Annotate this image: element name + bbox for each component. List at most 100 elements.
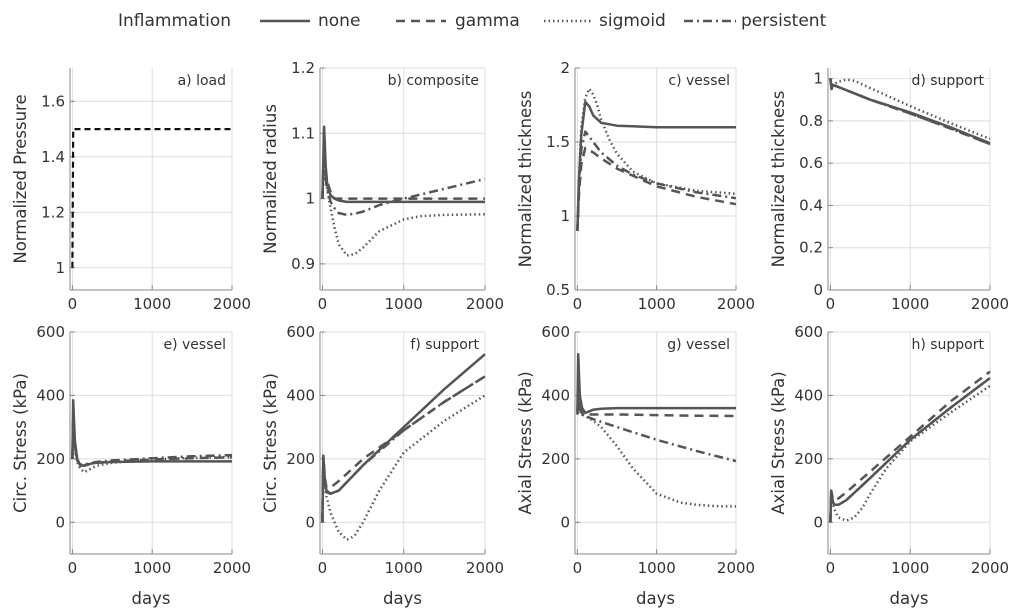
x-tick-label: 2000: [971, 559, 1009, 577]
legend-label-none: none: [318, 11, 360, 31]
x-axis-label: days: [890, 589, 929, 608]
x-axis-label: days: [636, 589, 675, 608]
y-tick-label: 0: [305, 513, 315, 531]
y-tick-label: 600: [286, 323, 315, 341]
y-axis-label: Axial Stress (kPa): [516, 371, 535, 514]
y-axis-label: Normalized thickness: [516, 91, 535, 268]
x-tick-label: 0: [573, 559, 583, 577]
y-tick-label: 1: [813, 70, 823, 88]
legend-label-persistent: persistent: [741, 11, 827, 31]
panel-title: b) composite: [388, 73, 479, 89]
y-tick-label: 1.4: [41, 148, 65, 166]
series-line-persistent: [576, 130, 737, 231]
y-tick-label: 1.1: [291, 124, 315, 142]
y-tick-label: 400: [541, 386, 570, 404]
panel-1: 0 1000 2000 1 1.2 1.4 1.6 Normalized Pressure a)…: [11, 68, 251, 313]
panel-title: a) load: [178, 73, 226, 89]
series-line-persistent: [321, 158, 486, 217]
x-tick-label: 1000: [638, 295, 676, 313]
panel-title: e) vessel: [163, 337, 226, 353]
panel-title: f) support: [410, 337, 479, 353]
y-tick-label: 200: [541, 450, 570, 468]
x-tick-label: 1000: [385, 559, 423, 577]
y-tick-label: 1.2: [291, 59, 315, 77]
x-tick-label: 2000: [717, 559, 755, 577]
panel-3: 0 1000 2000 0.5 1 1.5 2 Normalized thickness c) …: [516, 59, 755, 313]
y-tick-label: 1: [560, 207, 570, 225]
panel-8: 0 1000 2000 0 200 400 600 Axial Stress (kPa) day…: [769, 323, 1009, 608]
x-tick-label: 0: [68, 559, 78, 577]
y-tick-label: 2: [560, 59, 570, 77]
legend-title: Inflammation: [118, 11, 231, 31]
y-tick-label: 600: [794, 323, 823, 341]
x-axis-label: days: [132, 589, 171, 608]
panel-title: d) support: [911, 73, 984, 89]
panel-title: c) vessel: [668, 73, 730, 89]
panel-7: 0 1000 2000 0 200 400 600 Axial Stress (kPa) day…: [516, 323, 755, 608]
y-tick-label: 1: [55, 259, 65, 277]
y-tick-label: 0.5: [546, 281, 570, 299]
x-tick-label: 2000: [213, 295, 251, 313]
x-axis-label: days: [383, 589, 422, 608]
y-axis-label: Normalized Pressure: [11, 94, 30, 263]
y-tick-label: 0.8: [799, 112, 823, 130]
x-tick-label: 1000: [133, 559, 171, 577]
panel-title: h) support: [911, 337, 984, 353]
y-tick-label: 200: [286, 450, 315, 468]
y-tick-label: 0: [55, 513, 65, 531]
series-line-gamma: [321, 145, 485, 200]
x-tick-label: 1000: [891, 559, 929, 577]
x-tick-label: 1000: [638, 559, 676, 577]
y-axis-label: Normalized radius: [261, 104, 280, 254]
panel-5: 0 1000 2000 0 200 400 600 Circ. Stress (kPa) day…: [11, 323, 251, 608]
y-tick-label: 400: [794, 386, 823, 404]
panel-4: 0 1000 2000 0 0.2 0.4 0.6 0.8 1 Normalized thickn…: [769, 68, 1009, 313]
x-tick-label: 1000: [385, 295, 423, 313]
x-tick-label: 1000: [133, 295, 171, 313]
x-tick-label: 2000: [466, 559, 504, 577]
panel-6: 0 1000 2000 0 200 400 600 Circ. Stress (kPa) day…: [261, 323, 504, 608]
y-tick-label: 1.5: [546, 133, 570, 151]
x-tick-label: 2000: [717, 295, 755, 313]
x-tick-label: 0: [318, 559, 328, 577]
x-tick-label: 2000: [466, 295, 504, 313]
x-tick-label: 0: [826, 559, 836, 577]
series-line-persistent: [829, 377, 991, 523]
x-tick-label: 0: [68, 295, 78, 313]
series-line-sigmoid: [576, 87, 737, 231]
series-line-persistent: [576, 397, 737, 463]
series-line-none: [576, 100, 736, 231]
y-tick-label: 0.2: [799, 239, 823, 257]
x-tick-label: 2000: [971, 295, 1009, 313]
legend-label-gamma: gamma: [455, 11, 520, 31]
y-tick-label: 1: [305, 190, 315, 208]
series-line-none: [576, 352, 736, 415]
x-tick-label: 2000: [213, 559, 251, 577]
y-tick-label: 1.2: [41, 203, 65, 221]
legend: Inflammation none gamma sigmoid persiste…: [118, 11, 827, 31]
series-line-persistent: [321, 375, 486, 523]
panel-title: g) vessel: [667, 337, 730, 353]
y-tick-label: 200: [36, 450, 65, 468]
y-tick-label: 400: [36, 386, 65, 404]
y-axis-label: Axial Stress (kPa): [769, 371, 788, 514]
legend-label-sigmoid: sigmoid: [599, 11, 666, 31]
y-tick-label: 600: [541, 323, 570, 341]
series-line-persistent: [829, 78, 991, 146]
y-tick-label: 600: [36, 323, 65, 341]
series-line-sigmoid: [576, 400, 736, 508]
y-tick-label: 0: [560, 513, 570, 531]
y-tick-label: 200: [794, 450, 823, 468]
y-tick-label: 0: [813, 281, 823, 299]
x-tick-label: 1000: [891, 295, 929, 313]
x-tick-label: 0: [826, 295, 836, 313]
x-tick-label: 0: [318, 295, 328, 313]
y-axis-label: Circ. Stress (kPa): [11, 373, 30, 513]
y-axis-label: Normalized thickness: [769, 91, 788, 268]
y-tick-label: 400: [286, 386, 315, 404]
y-tick-label: 0: [813, 513, 823, 531]
series-line-sigmoid: [321, 158, 486, 257]
y-tick-label: 0.4: [799, 196, 823, 214]
series-line-persistent: [71, 419, 233, 466]
